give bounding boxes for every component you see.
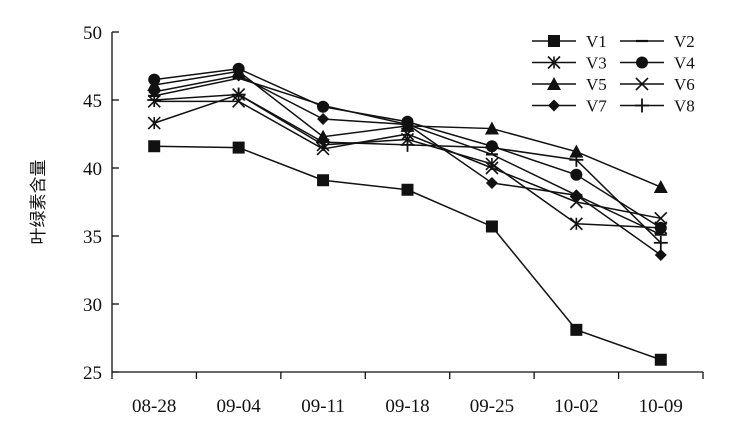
- data-point-v8: [653, 235, 668, 250]
- series-line-v1: [154, 145, 662, 361]
- data-point-v4: [654, 221, 667, 234]
- data-point-v6: [654, 211, 668, 225]
- data-point-v5: [147, 78, 162, 92]
- data-point-v1: [570, 323, 583, 336]
- x-tick-label: 10-02: [554, 396, 598, 417]
- series-line-v3: [153, 93, 661, 229]
- data-point-v7: [148, 85, 161, 98]
- legend-label: V5: [586, 75, 607, 94]
- x-tick-label: 09-04: [216, 396, 261, 417]
- data-point-v1: [232, 141, 245, 154]
- legend-marker: [636, 56, 648, 69]
- legend-item-v6: V6: [620, 75, 695, 94]
- legend-item-v3: V3: [532, 54, 607, 73]
- legend-item-v8: V8: [620, 97, 695, 116]
- legend-label: V4: [674, 54, 695, 73]
- legend-label: V2: [674, 32, 695, 51]
- axes: 25 30 35 40 45 50 08-28 09-04 09-11 09-18 09-25 10-…: [83, 23, 704, 417]
- legend-label: V3: [586, 54, 607, 73]
- y-tick-label: 30: [83, 295, 102, 316]
- x-tick-label: 09-18: [385, 396, 429, 417]
- data-point-v4: [570, 168, 583, 181]
- legend-marker: [548, 35, 560, 47]
- y-tick-label: 35: [83, 227, 102, 248]
- x-tick-label: 09-11: [301, 396, 345, 417]
- data-point-v1: [317, 174, 330, 187]
- x-tick-label: 10-09: [639, 396, 683, 417]
- data-point-v3: [147, 116, 161, 130]
- data-point-v8: [569, 152, 584, 167]
- legend-item-v1: V1: [532, 32, 607, 51]
- data-point-v3: [569, 217, 583, 231]
- data-point-v1: [401, 183, 414, 196]
- data-point-v4: [317, 100, 330, 113]
- legend-marker: [635, 77, 649, 91]
- data-point-v6: [569, 195, 583, 209]
- data-point-v5: [653, 180, 668, 194]
- legend-marker: [547, 55, 561, 70]
- legend-label: V6: [674, 75, 695, 94]
- data-point-v5: [569, 144, 584, 158]
- data-point-v8: [484, 140, 499, 155]
- data-point-v8: [231, 87, 246, 102]
- data-point-v7: [485, 176, 498, 189]
- data-point-v7: [654, 249, 667, 262]
- series-lines: [153, 67, 662, 361]
- data-point-v6: [485, 161, 499, 175]
- data-point-v8: [147, 93, 162, 107]
- data-point-v5: [484, 121, 499, 135]
- series-markers: [147, 62, 668, 366]
- data-point-v6: [400, 127, 415, 141]
- legend-label: V7: [586, 97, 607, 116]
- x-tick-label: 08-28: [132, 396, 176, 417]
- legend: V1 V2 V3 V4 V5 V6 V7 V8: [532, 32, 695, 116]
- data-point-v1: [485, 220, 498, 233]
- y-tick-label: 25: [83, 363, 102, 384]
- legend-marker: [547, 77, 561, 90]
- legend-item-v4: V4: [620, 54, 695, 73]
- data-point-v1: [654, 353, 667, 366]
- data-point-v8: [316, 135, 331, 150]
- y-tick-label: 40: [83, 159, 102, 180]
- legend-item-v2: V2: [620, 32, 695, 51]
- data-point-v7: [232, 69, 245, 82]
- legend-label: V1: [586, 32, 607, 51]
- legend-item-v7: V7: [532, 97, 607, 116]
- data-point-v7: [401, 118, 414, 131]
- legend-marker: [548, 99, 560, 112]
- legend-label: V8: [674, 97, 695, 116]
- x-tick-label: 09-25: [470, 396, 514, 417]
- data-point-v7: [570, 189, 583, 202]
- data-point-v8: [400, 137, 415, 152]
- legend-marker: [635, 98, 649, 113]
- data-point-v1: [148, 140, 161, 153]
- y-tick-label: 50: [83, 23, 102, 44]
- series-line-v7: [154, 74, 662, 256]
- legend-item-v5: V5: [532, 75, 607, 94]
- y-tick-label: 45: [83, 91, 102, 112]
- y-axis-label: 叶绿素含量: [29, 160, 49, 245]
- data-point-v7: [317, 113, 330, 126]
